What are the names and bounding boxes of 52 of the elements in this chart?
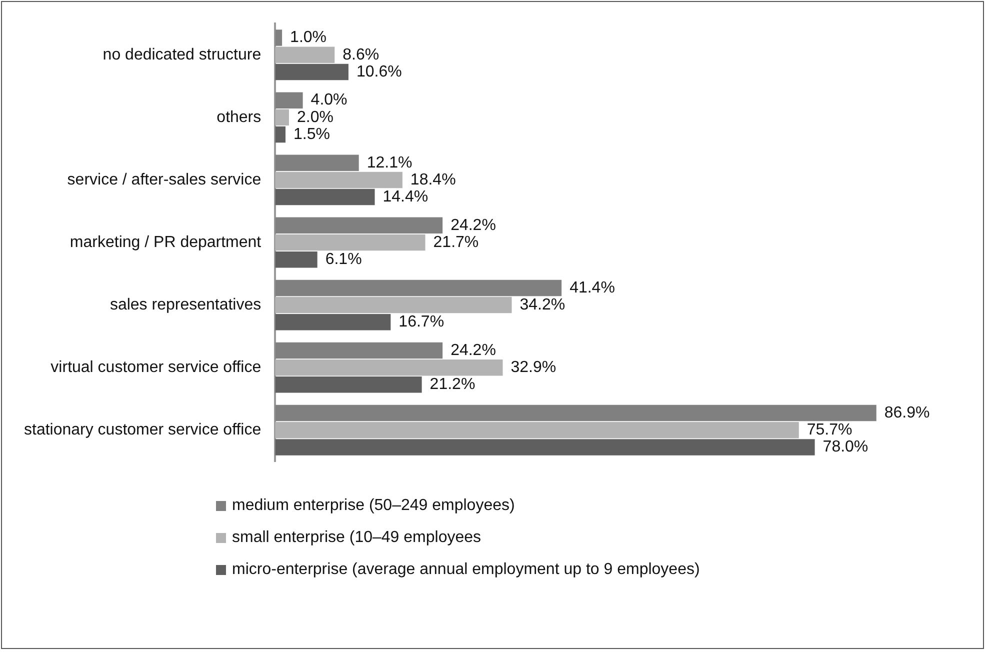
bar [275,280,562,296]
data-label: 18.4% [410,171,456,188]
bar [275,342,443,359]
data-label: 21.2% [430,376,476,394]
bar [275,251,318,268]
data-label: 12.1% [366,154,412,172]
bar [275,439,815,456]
y-tick-label: others [216,108,262,126]
bar [275,359,503,376]
bar [275,172,402,188]
bar [275,64,348,80]
bar [275,92,303,108]
data-label: 21.7% [433,234,479,251]
bar [275,314,391,330]
data-label: 24.2% [450,342,496,359]
y-tick-label: stationary customer service office [24,422,262,439]
y-tick-label: sales representatives [110,296,262,314]
bar [275,376,422,393]
data-label: 6.1% [325,251,362,268]
bar [275,109,289,126]
bar [275,296,512,314]
data-label: 2.0% [296,108,334,126]
bar [275,234,426,251]
bar [275,422,799,438]
data-label: 16.7% [398,314,444,331]
data-label: 32.9% [510,358,556,376]
y-tick-label: virtual customer service office [50,358,262,376]
data-label: 1.5% [294,126,330,143]
data-label: 10.6% [356,63,402,80]
data-label: 8.6% [342,46,380,64]
y-tick-label: no dedicated structure [102,46,262,64]
bar [275,126,286,143]
data-label: 14.4% [382,188,428,206]
y-tick-label: service / after-sales service [67,171,262,188]
y-tick-label: marketing / PR department [70,234,262,251]
data-label: 86.9% [884,404,930,422]
data-label: 41.4% [570,279,615,296]
legend-label: medium enterprise (50–249 employees) [232,497,515,515]
bar [275,217,443,234]
data-label: 24.2% [450,216,496,234]
bar [275,404,876,422]
bar [275,30,282,46]
bar [275,46,335,63]
bar [275,154,359,171]
data-label: 4.0% [310,92,348,109]
legend-label: micro-enterprise (average annual employment up to 9 employees) [232,561,700,579]
data-label: 78.0% [822,438,868,456]
legend-label: small enterprise (10–49 employees [232,529,482,547]
bar [275,188,375,206]
data-label: 75.7% [806,422,852,439]
data-label: 1.0% [290,29,327,46]
data-label: 34.2% [520,296,566,314]
